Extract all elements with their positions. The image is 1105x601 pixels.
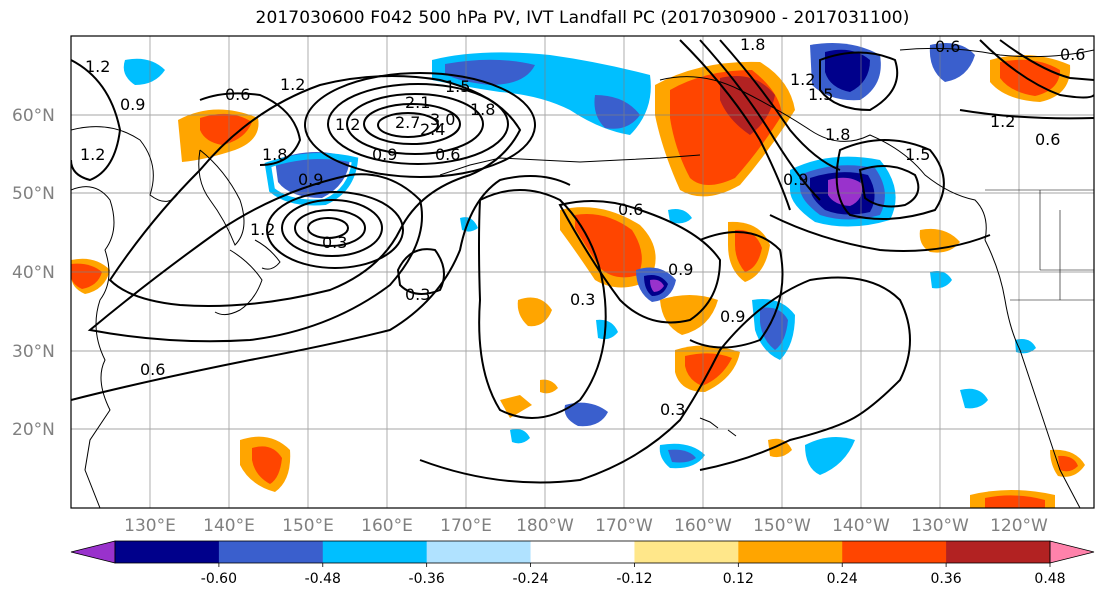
colorbar-swatch	[842, 541, 947, 563]
contour-label: 0.3	[570, 290, 595, 309]
colorbar-tick-label: 0.24	[827, 571, 858, 587]
colorbar-swatch	[115, 541, 220, 563]
contour-label: 1.2	[990, 112, 1015, 131]
contour-label: 1.2	[335, 115, 360, 134]
contour-label: 1.2	[80, 145, 105, 164]
lon-label: 180°W	[516, 516, 574, 536]
coastlines	[71, 47, 1094, 508]
contour-label: 1.5	[445, 77, 470, 96]
lon-label: 150°W	[753, 516, 811, 536]
lon-label: 150°E	[282, 516, 334, 536]
colorbar-tick-label: 0.12	[723, 571, 754, 587]
lon-labels: 130°E 140°E 150°E 160°E 170°E 180°W 170°…	[124, 516, 1048, 536]
borders	[985, 189, 1094, 301]
lon-label: 140°E	[203, 516, 255, 536]
contour-label: 0.9	[720, 307, 745, 326]
contour-label: 1.8	[740, 35, 765, 54]
lat-label: 30°N	[12, 342, 55, 362]
lon-label: 130°W	[911, 516, 969, 536]
colorbar-tick-label: 0.36	[931, 571, 962, 587]
lon-label: 170°W	[595, 516, 653, 536]
contour-label: 0.9	[372, 145, 397, 164]
contour-label: 3.0	[430, 110, 455, 129]
lat-label: 40°N	[12, 263, 55, 283]
contour-label: 0.6	[618, 200, 643, 219]
contour-label: 0.3	[322, 233, 347, 252]
contour-label: 0.9	[298, 170, 323, 189]
lon-label: 140°W	[832, 516, 890, 536]
contour-label: 0.9	[668, 260, 693, 279]
lat-label: 20°N	[12, 420, 55, 440]
colorbar-tick-label: -0.48	[305, 571, 341, 587]
colorbar-tick-label: -0.36	[409, 571, 445, 587]
contour-label: 0.6	[225, 85, 250, 104]
colorbar-tick-label: -0.24	[512, 571, 548, 587]
contour-label: 1.8	[825, 125, 850, 144]
contour-label: 1.8	[470, 100, 495, 119]
contour-label: 2.1	[405, 93, 430, 112]
contour-label: 1.8	[262, 145, 287, 164]
contour-label: 0.6	[935, 37, 960, 56]
map-panel: 1.2 0.6 1.2 0.9 1.2 1.8 0.6 0.9 1.2 1.5 …	[71, 35, 1094, 508]
contour-label: 1.5	[905, 145, 930, 164]
colorbar-swatch	[738, 541, 843, 563]
shaded-anomalies	[71, 42, 1085, 508]
contour-label: 0.3	[405, 285, 430, 304]
contour-label: 0.3	[660, 400, 685, 419]
pv-contours	[71, 39, 1094, 484]
lon-label: 170°E	[440, 516, 492, 536]
contour-label: 0.6	[1035, 130, 1060, 149]
contour-label: 0.9	[783, 170, 808, 189]
contour-label: 2.7	[395, 113, 420, 132]
contour-label: 0.6	[435, 145, 460, 164]
lat-label: 60°N	[12, 106, 55, 126]
colorbar-swatch	[634, 541, 739, 563]
colorbar-extend-high	[1049, 540, 1095, 564]
contour-label: 1.2	[250, 220, 275, 239]
lon-label: 160°E	[361, 516, 413, 536]
lon-label: 160°W	[674, 516, 732, 536]
lat-label: 50°N	[12, 184, 55, 204]
contour-label: 0.9	[120, 95, 145, 114]
contour-label: 1.2	[85, 57, 110, 76]
contour-label: 0.6	[1060, 45, 1085, 64]
colorbar-swatch	[218, 541, 324, 563]
contour-labels: 1.2 0.6 1.2 0.9 1.2 1.8 0.6 0.9 1.2 1.5 …	[80, 35, 1085, 419]
contour-label: 1.2	[280, 75, 305, 94]
colorbar: -0.60 -0.48 -0.36 -0.24 -0.12 0.12 0.24 0.36 0.4…	[70, 540, 1095, 587]
map-title: 2017030600 F042 500 hPa PV, IVT Landfall…	[255, 8, 910, 28]
lon-label: 120°W	[990, 516, 1048, 536]
gridlines	[71, 36, 1094, 508]
colorbar-tick-label: -0.12	[616, 571, 652, 587]
contour-label: 0.6	[140, 360, 165, 379]
colorbar-swatch	[322, 541, 428, 563]
contour-label: 1.2	[790, 70, 815, 89]
colorbar-swatch	[530, 541, 635, 563]
colorbar-extend-low	[70, 540, 116, 564]
colorbar-swatch	[946, 541, 1051, 563]
colorbar-tick-label: 0.48	[1034, 571, 1065, 587]
contour-label: 2.4	[420, 120, 445, 139]
map-frame	[70, 35, 1095, 509]
colorbar-outline	[114, 540, 1051, 564]
negative-anomaly-hokkaido	[275, 151, 350, 198]
colorbar-swatch	[426, 541, 532, 563]
contour-label: 1.5	[808, 85, 833, 104]
negative-anomaly-arctic	[929, 42, 975, 82]
lon-label: 130°E	[124, 516, 176, 536]
lat-labels: 60°N 50°N 40°N 30°N 20°N	[12, 106, 55, 440]
colorbar-tick-label: -0.60	[201, 571, 237, 587]
